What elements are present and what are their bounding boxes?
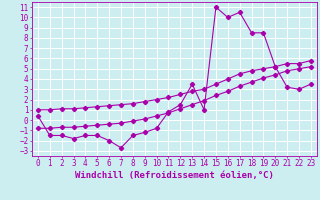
X-axis label: Windchill (Refroidissement éolien,°C): Windchill (Refroidissement éolien,°C): [75, 171, 274, 180]
